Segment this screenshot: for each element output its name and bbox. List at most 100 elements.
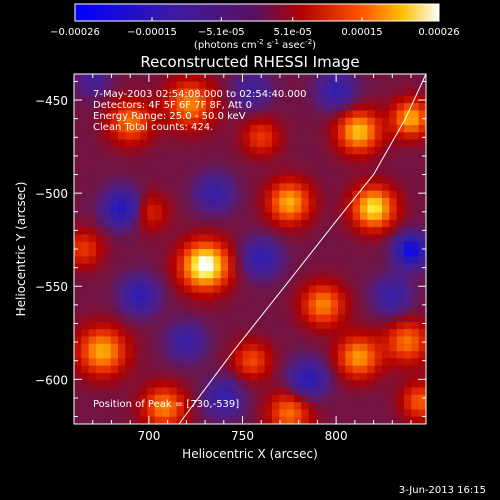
- heatmap-cell: [191, 219, 200, 228]
- heatmap-cell: [228, 161, 236, 170]
- heatmap-cell: [396, 394, 405, 403]
- heatmap-cell: [308, 416, 317, 424]
- heatmap-cell: [352, 110, 361, 119]
- heatmap-cell: [352, 88, 361, 97]
- heatmap-cell: [374, 219, 383, 228]
- heatmap-cell: [286, 81, 295, 90]
- heatmap-cell: [338, 176, 346, 184]
- heatmap-cell: [250, 336, 258, 345]
- heatmap-cell: [345, 219, 354, 228]
- heatmap-cell: [220, 74, 229, 82]
- heatmap-cell: [184, 270, 192, 279]
- heatmap-cell: [228, 336, 236, 345]
- heatmap-cell: [286, 402, 295, 411]
- heatmap-cell: [264, 183, 273, 192]
- heatmap-cell: [360, 307, 368, 316]
- heatmap-cell: [316, 197, 324, 206]
- heatmap-cell: [206, 358, 214, 367]
- heatmap-cell: [103, 117, 112, 126]
- heatmap-cell: [220, 168, 229, 177]
- heatmap-cell: [169, 358, 178, 367]
- heatmap-cell: [213, 343, 222, 352]
- heatmap-cell: [382, 132, 390, 141]
- heatmap-cell: [81, 380, 90, 389]
- heatmap-cell: [264, 227, 273, 236]
- heatmap-cell: [125, 161, 134, 170]
- heatmap-cell: [345, 416, 354, 424]
- heatmap-cell: [367, 234, 376, 243]
- heatmap-cell: [404, 256, 412, 265]
- heatmap-cell: [338, 263, 346, 272]
- heatmap-cell: [206, 110, 214, 119]
- heatmap-cell: [374, 387, 383, 396]
- heatmap-cell: [147, 234, 156, 243]
- heatmap-cell: [242, 300, 251, 308]
- heatmap-cell: [147, 125, 156, 133]
- heatmap-cell: [316, 343, 324, 352]
- heatmap-cell: [279, 132, 288, 141]
- heatmap-cell: [345, 314, 354, 323]
- heatmap-cell: [264, 205, 273, 214]
- heatmap-cell: [81, 74, 90, 82]
- heatmap-cell: [162, 300, 170, 308]
- heatmap-cell: [418, 190, 426, 199]
- heatmap-cell: [118, 219, 126, 228]
- heatmap-cell: [257, 307, 266, 316]
- heatmap-cell: [316, 117, 324, 126]
- heatmap-cell: [279, 372, 288, 381]
- heatmap-cell: [147, 372, 156, 381]
- heatmap-cell: [301, 212, 310, 221]
- heatmap-cell: [184, 402, 192, 411]
- heatmap-cell: [169, 154, 178, 163]
- heatmap-cell: [191, 292, 200, 301]
- heatmap-cell: [81, 351, 90, 359]
- heatmap-cell: [132, 190, 141, 199]
- heatmap-cell: [360, 402, 368, 411]
- heatmap-cell: [352, 292, 361, 301]
- heatmap-cell: [360, 292, 368, 301]
- heatmap-cell: [220, 183, 229, 192]
- heatmap-cell: [74, 380, 82, 389]
- heatmap-cell: [118, 307, 126, 316]
- heatmap-cell: [316, 95, 324, 104]
- heatmap-cell: [272, 205, 280, 214]
- heatmap-cell: [264, 278, 273, 287]
- heatmap-cell: [184, 387, 192, 396]
- heatmap-cell: [411, 270, 420, 279]
- heatmap-cell: [367, 110, 376, 119]
- heatmap-cell: [213, 321, 222, 330]
- heatmap-cell: [404, 190, 412, 199]
- heatmap-cell: [96, 307, 104, 316]
- heatmap-cell: [191, 125, 200, 133]
- heatmap-cell: [367, 336, 376, 345]
- heatmap-cell: [382, 241, 390, 250]
- heatmap-cell: [184, 95, 192, 104]
- heatmap-cell: [154, 88, 163, 97]
- heatmap-cell: [96, 234, 104, 243]
- heatmap-cell: [338, 219, 346, 228]
- heatmap-cell: [176, 234, 185, 243]
- heatmap-cell: [286, 372, 295, 381]
- heatmap-cell: [184, 365, 192, 374]
- heatmap-cell: [220, 110, 229, 119]
- heatmap-cell: [147, 183, 156, 192]
- heatmap-cell: [338, 234, 346, 243]
- heatmap-cell: [220, 270, 229, 279]
- heatmap-cell: [162, 256, 170, 265]
- heatmap-cell: [301, 300, 310, 308]
- heatmap-cell: [323, 95, 332, 104]
- heatmap-cell: [96, 197, 104, 206]
- heatmap-cell: [389, 387, 398, 396]
- heatmap-cell: [147, 263, 156, 272]
- heatmap-cell: [220, 321, 229, 330]
- heatmap-cell: [154, 394, 163, 403]
- heatmap-cell: [257, 358, 266, 367]
- heatmap-cell: [352, 307, 361, 316]
- heatmap-cell: [374, 132, 383, 141]
- heatmap-cell: [96, 81, 104, 90]
- heatmap-cell: [264, 358, 273, 367]
- heatmap-cell: [404, 372, 412, 381]
- heatmap-cell: [213, 176, 222, 184]
- heatmap-cell: [74, 183, 82, 192]
- heatmap-cell: [382, 256, 390, 265]
